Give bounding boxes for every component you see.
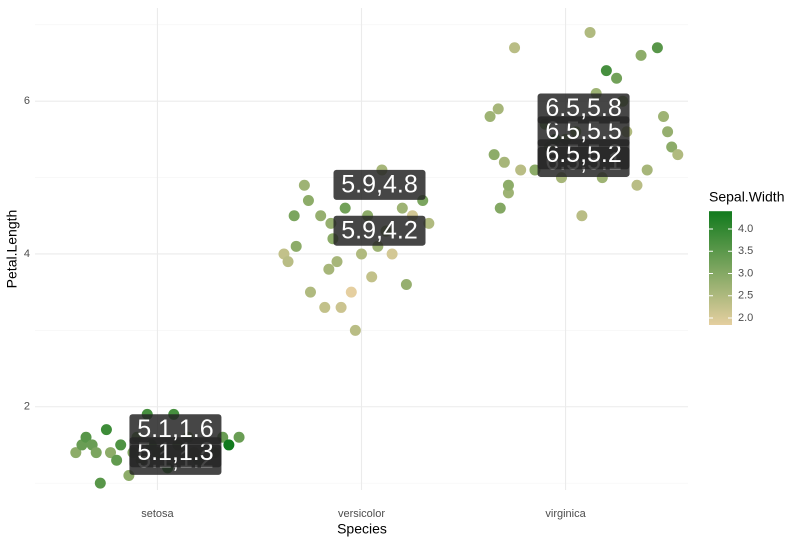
x-tick-label: setosa [141,508,174,520]
point [349,324,361,336]
legend-tick-label: 2.5 [738,290,753,302]
legend-tick-label: 3.0 [738,267,753,279]
point [386,248,398,260]
point [94,477,106,489]
point [335,301,347,313]
point [223,439,235,451]
legend-title: Sepal.Width [709,189,784,205]
point [515,164,527,176]
point [600,65,612,77]
label-box [537,139,630,170]
point [290,240,302,252]
label-text: 5.1,1.6 [137,415,213,443]
point [80,431,92,443]
point [90,447,102,459]
point [651,42,663,54]
x-tick-label: virginica [545,508,586,520]
point [366,271,378,283]
point [345,286,357,298]
point [502,187,514,199]
point [304,286,316,298]
label-text: 6.5,5.8 [545,94,621,122]
point [631,179,643,191]
point [492,103,504,115]
point [488,149,500,161]
point [100,424,112,436]
point [233,431,245,443]
point [423,217,435,229]
label-text: 5.9,4.8 [341,170,417,198]
point [105,447,117,459]
point [70,447,82,459]
point [323,263,335,275]
point [396,202,408,214]
point [635,49,647,61]
point [672,149,684,161]
point [288,210,300,222]
point [315,210,327,222]
point [400,279,412,291]
legend-tick-label: 2.0 [738,312,753,324]
y-tick-label: 6 [24,95,30,107]
label-box [537,116,630,147]
label-box [129,414,222,445]
label-box [129,437,222,468]
point [339,202,351,214]
legend-tick-label: 3.5 [738,245,753,257]
label-box [333,215,426,246]
point [298,179,310,191]
point [484,110,496,122]
point [282,256,294,268]
point [666,141,678,153]
colorbar [709,211,732,325]
point [319,301,331,313]
label-text: 5.9,4.2 [341,216,417,244]
label-box [537,93,630,124]
point [641,164,653,176]
x-axis-title: Species [337,521,387,537]
point [111,454,123,466]
point [662,126,674,138]
legend-tick-label: 4.0 [738,223,753,235]
point [356,248,367,260]
point [576,210,588,222]
point [611,72,623,84]
point [331,256,343,268]
point [498,156,510,168]
x-tick-label: versicolor [338,508,385,520]
y-tick-label: 2 [24,401,30,413]
point [584,26,596,38]
point [302,194,314,206]
point [509,42,521,54]
label-box [333,169,426,200]
y-axis-title: Petal.Length [4,210,20,289]
point [115,439,127,451]
y-tick-label: 4 [24,248,30,260]
point [658,110,670,122]
point [494,202,506,214]
point [502,179,514,191]
